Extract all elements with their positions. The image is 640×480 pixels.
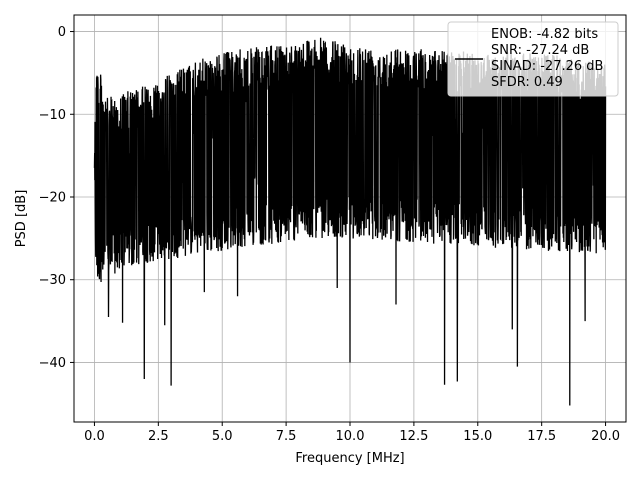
x-tick-label: 2.5	[148, 429, 169, 444]
x-tick-label: 5.0	[212, 429, 233, 444]
y-tick-label: 0	[58, 25, 66, 40]
x-axis-label: Frequency [MHz]	[295, 451, 404, 466]
y-tick-label: −20	[39, 190, 66, 205]
x-tick-label: 12.5	[399, 429, 428, 444]
x-tick-label: 10.0	[336, 429, 365, 444]
y-tick-label: −10	[39, 108, 66, 123]
legend: ENOB: -4.82 bits SNR: -27.24 dB SINAD: -…	[447, 21, 619, 97]
y-tick-label: −30	[39, 273, 66, 288]
legend-box	[447, 21, 619, 97]
psd-trace	[93, 37, 607, 406]
legend-entry-enob: ENOB: -4.82 bits	[491, 27, 598, 42]
y-tick-label: −40	[39, 356, 66, 371]
y-axis-label: PSD [dB]	[14, 190, 29, 248]
legend-entry-sfdr: SFDR: 0.49	[491, 75, 563, 90]
legend-entry-sinad: SINAD: -27.26 dB	[491, 59, 603, 74]
legend-entry-snr: SNR: -27.24 dB	[491, 43, 589, 58]
x-ticks: 0.0 2.5 5.0 7.5 10.0 12.5 15.0 17.5 20.0	[84, 422, 620, 444]
x-tick-label: 7.5	[276, 429, 297, 444]
x-tick-label: 0.0	[84, 429, 105, 444]
y-ticks: 0 −10 −20 −30 −40	[39, 25, 74, 371]
plot-series	[93, 37, 607, 406]
x-tick-label: 15.0	[463, 429, 492, 444]
x-tick-label: 20.0	[591, 429, 620, 444]
x-tick-label: 17.5	[527, 429, 556, 444]
